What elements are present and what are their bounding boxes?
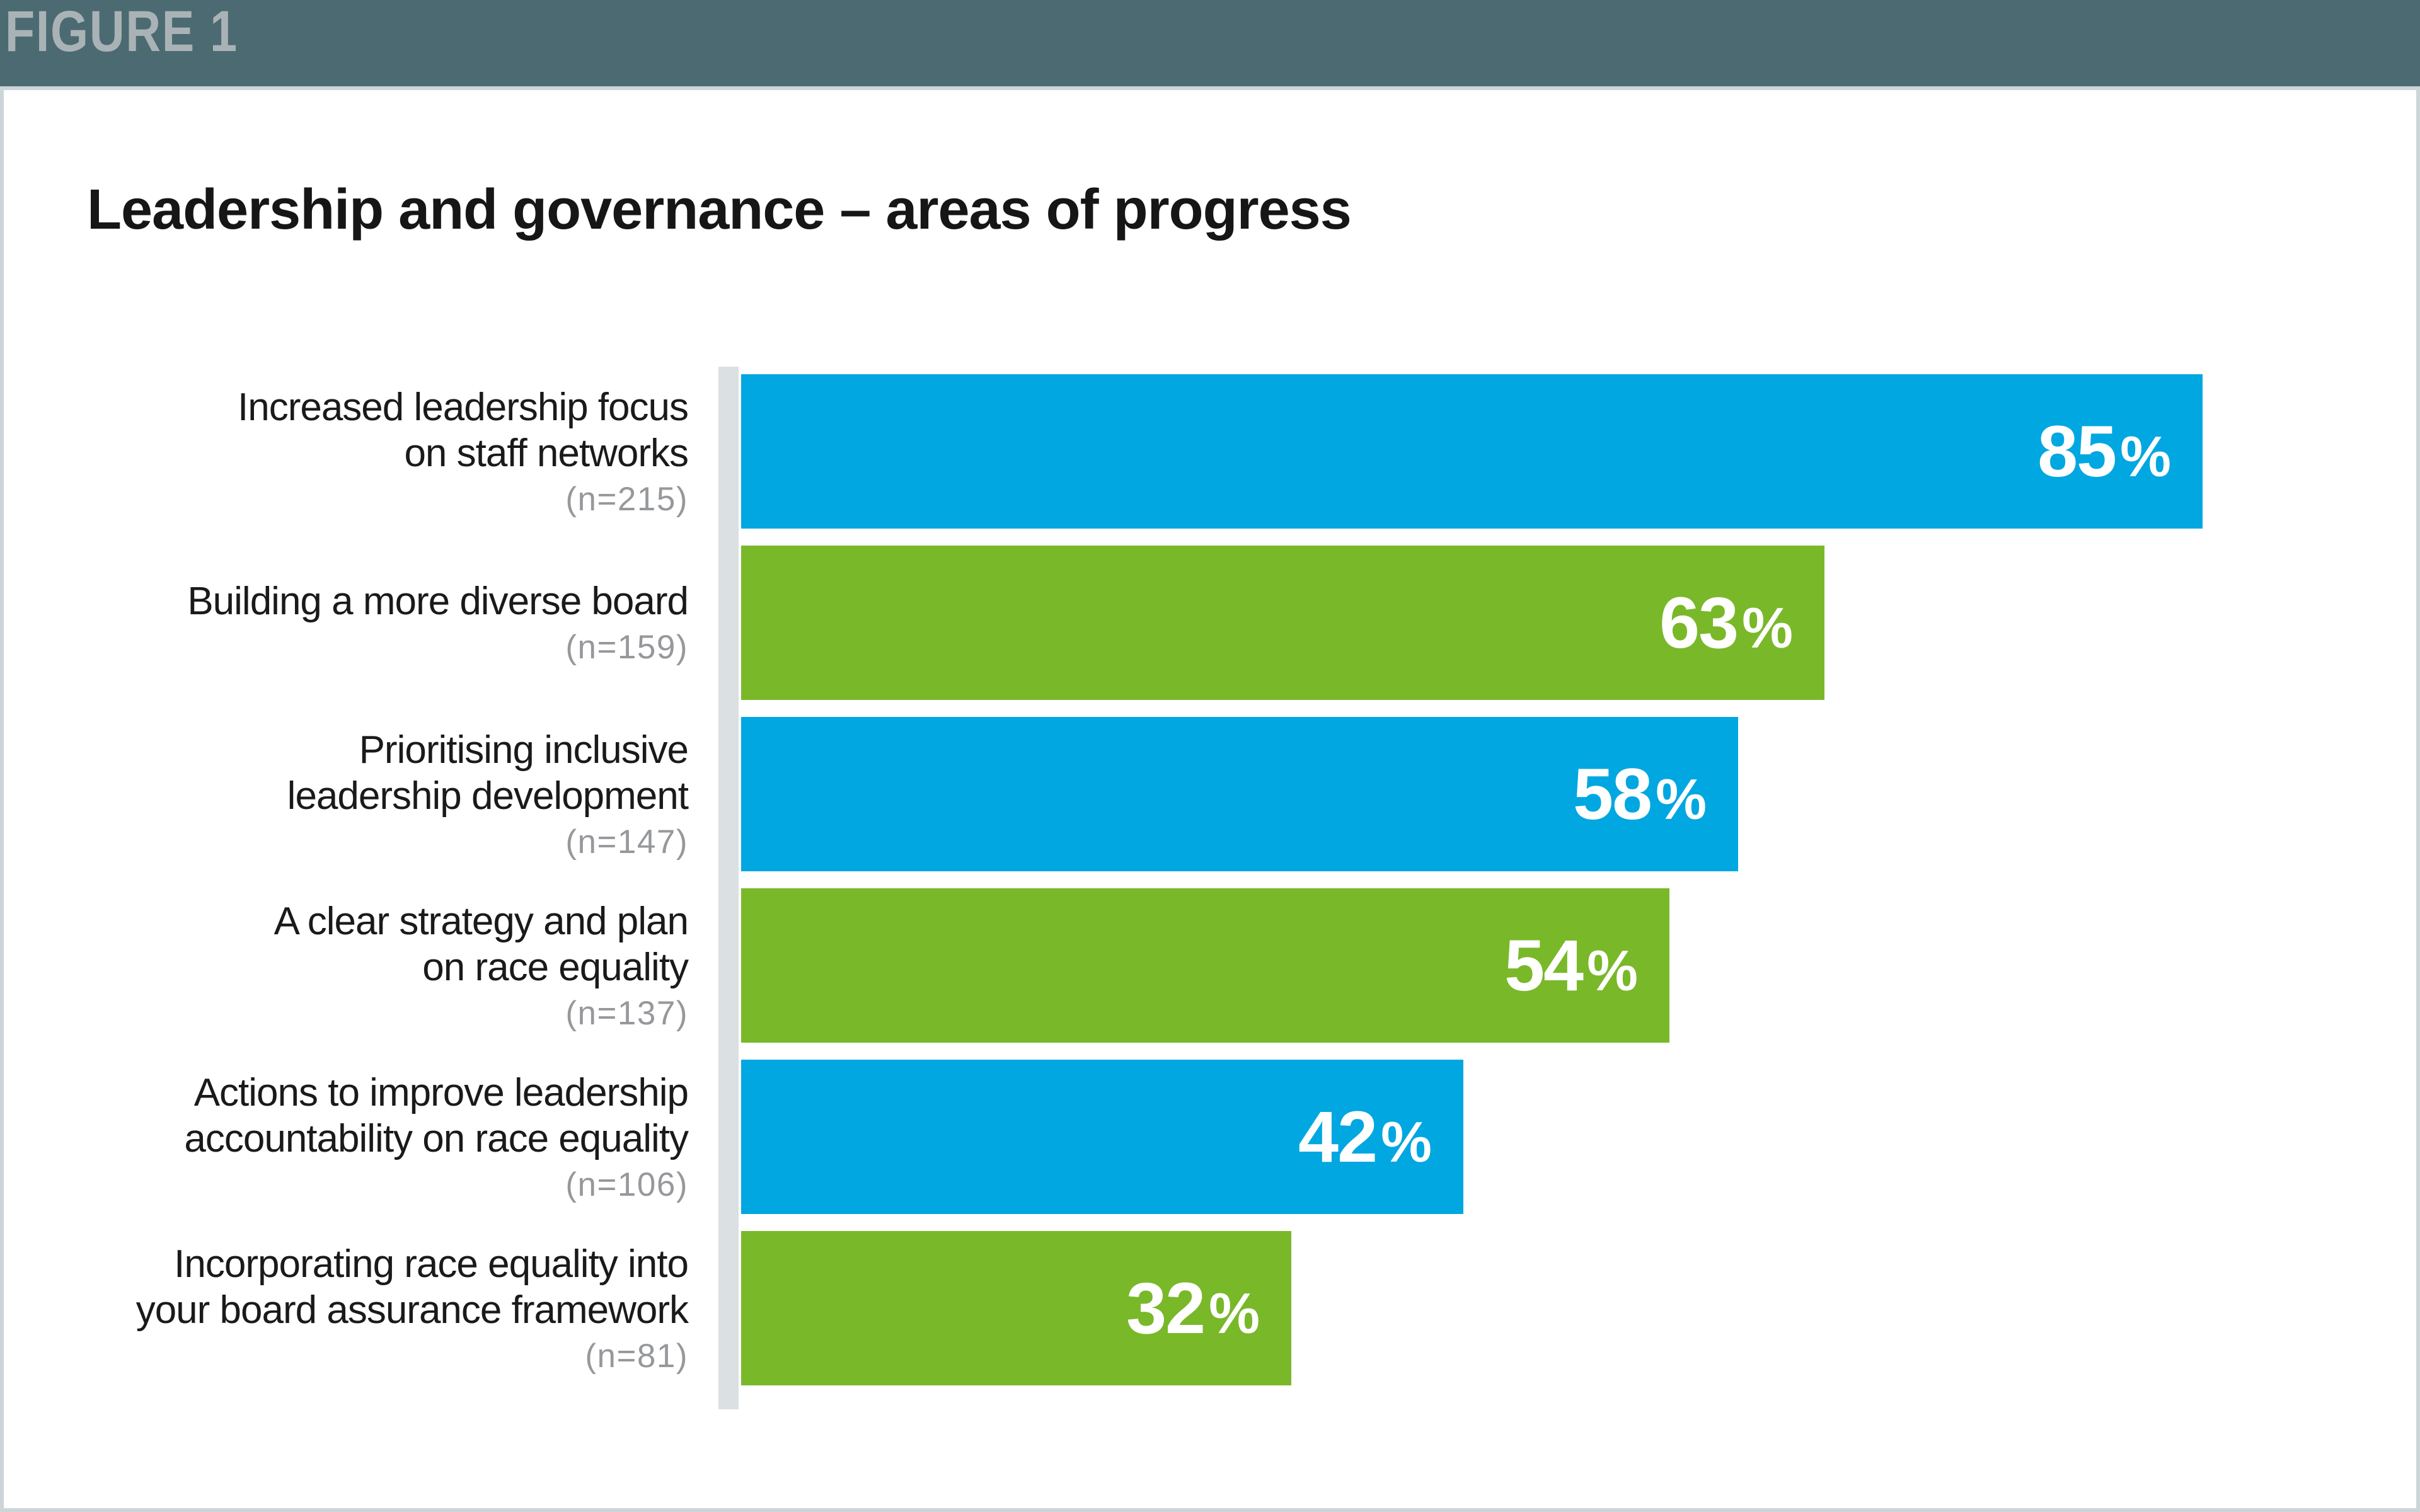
bar-value: 32% [1126, 1267, 1260, 1350]
bar-sample-size: (n=215) [565, 480, 688, 518]
bar-label-line: Building a more diverse board [187, 580, 689, 623]
bar-value: 85% [2037, 410, 2171, 493]
bar-sample-size: (n=106) [565, 1166, 688, 1203]
chart-title: Leadership and governance – areas of pro… [87, 178, 1352, 241]
bar-value: 58% [1573, 753, 1707, 836]
bar-label: Building a more diverse board [4, 578, 689, 624]
bar-value: 54% [1504, 924, 1638, 1007]
bar: 58% [741, 717, 1738, 871]
bar-label: Increased leadership focus on staff netwo… [4, 384, 689, 476]
bar-label-line: on staff networks [404, 431, 689, 475]
percent-sign: % [1209, 1281, 1260, 1346]
bar: 85% [741, 374, 2203, 529]
bar: 32% [741, 1231, 1291, 1385]
bar-row: Actions to improve leadership accountabil… [4, 1060, 2416, 1214]
bar-label-line: Prioritising inclusive [359, 728, 689, 772]
bar: 42% [741, 1060, 1463, 1214]
bar-value-number: 85 [2037, 411, 2117, 492]
bar-value-number: 63 [1659, 582, 1739, 663]
bar-value-number: 54 [1504, 925, 1584, 1006]
figure-label: FIGURE 1 [5, 0, 238, 64]
bar-sample-size: (n=137) [565, 994, 688, 1032]
bar: 54% [741, 888, 1669, 1043]
bar-value: 42% [1298, 1096, 1432, 1179]
bar-label-line: A clear strategy and plan [274, 899, 689, 943]
bar-label-line: Actions to improve leadership [193, 1070, 689, 1114]
bar-label-line: leadership development [287, 774, 689, 818]
bar-label-group: Incorporating race equality into your boa… [4, 1231, 689, 1385]
bar-value-number: 42 [1298, 1096, 1378, 1177]
axis-line [718, 367, 739, 1409]
bar-label: A clear strategy and plan on race equalit… [4, 898, 689, 990]
bar-sample-size: (n=81) [585, 1337, 688, 1375]
bar-label-group: Prioritising inclusive leadership develop… [4, 717, 689, 871]
bar-label-line: on race equality [422, 945, 689, 989]
bar-row: Building a more diverse board (n=159) 63% [4, 546, 2416, 700]
bar-label-line: Increased leadership focus [237, 385, 689, 429]
percent-sign: % [1381, 1110, 1432, 1174]
bar-sample-size: (n=147) [565, 823, 688, 861]
percent-sign: % [1587, 939, 1638, 1003]
bar-row: Increased leadership focus on staff netwo… [4, 374, 2416, 529]
bar-label: Actions to improve leadership accountabil… [4, 1070, 689, 1162]
bar-label-group: Building a more diverse board (n=159) [4, 546, 689, 700]
chart-panel: Leadership and governance – areas of pro… [0, 86, 2420, 1512]
bar: 63% [741, 546, 1824, 700]
bar-label: Incorporating race equality into your boa… [4, 1241, 689, 1333]
bar-label-line: accountability on race equality [184, 1116, 689, 1160]
bar-label-line: your board assurance framework [135, 1288, 689, 1332]
figure-header: FIGURE 1 [0, 0, 2420, 86]
bar-value: 63% [1659, 581, 1793, 665]
bar-chart: Increased leadership focus on staff netwo… [4, 90, 2416, 1508]
bar-row: A clear strategy and plan on race equalit… [4, 888, 2416, 1043]
bar-label: Prioritising inclusive leadership develop… [4, 727, 689, 819]
bar-label-group: Increased leadership focus on staff netwo… [4, 374, 689, 529]
percent-sign: % [1656, 767, 1707, 832]
percent-sign: % [1742, 596, 1793, 660]
bar-row: Prioritising inclusive leadership develop… [4, 717, 2416, 871]
bar-label-line: Incorporating race equality into [174, 1242, 689, 1286]
percent-sign: % [2120, 425, 2171, 489]
bar-value-number: 58 [1573, 753, 1652, 835]
bar-label-group: A clear strategy and plan on race equalit… [4, 888, 689, 1043]
bar-row: Incorporating race equality into your boa… [4, 1231, 2416, 1385]
bar-sample-size: (n=159) [565, 629, 688, 666]
bar-label-group: Actions to improve leadership accountabil… [4, 1060, 689, 1214]
bar-value-number: 32 [1126, 1268, 1206, 1349]
